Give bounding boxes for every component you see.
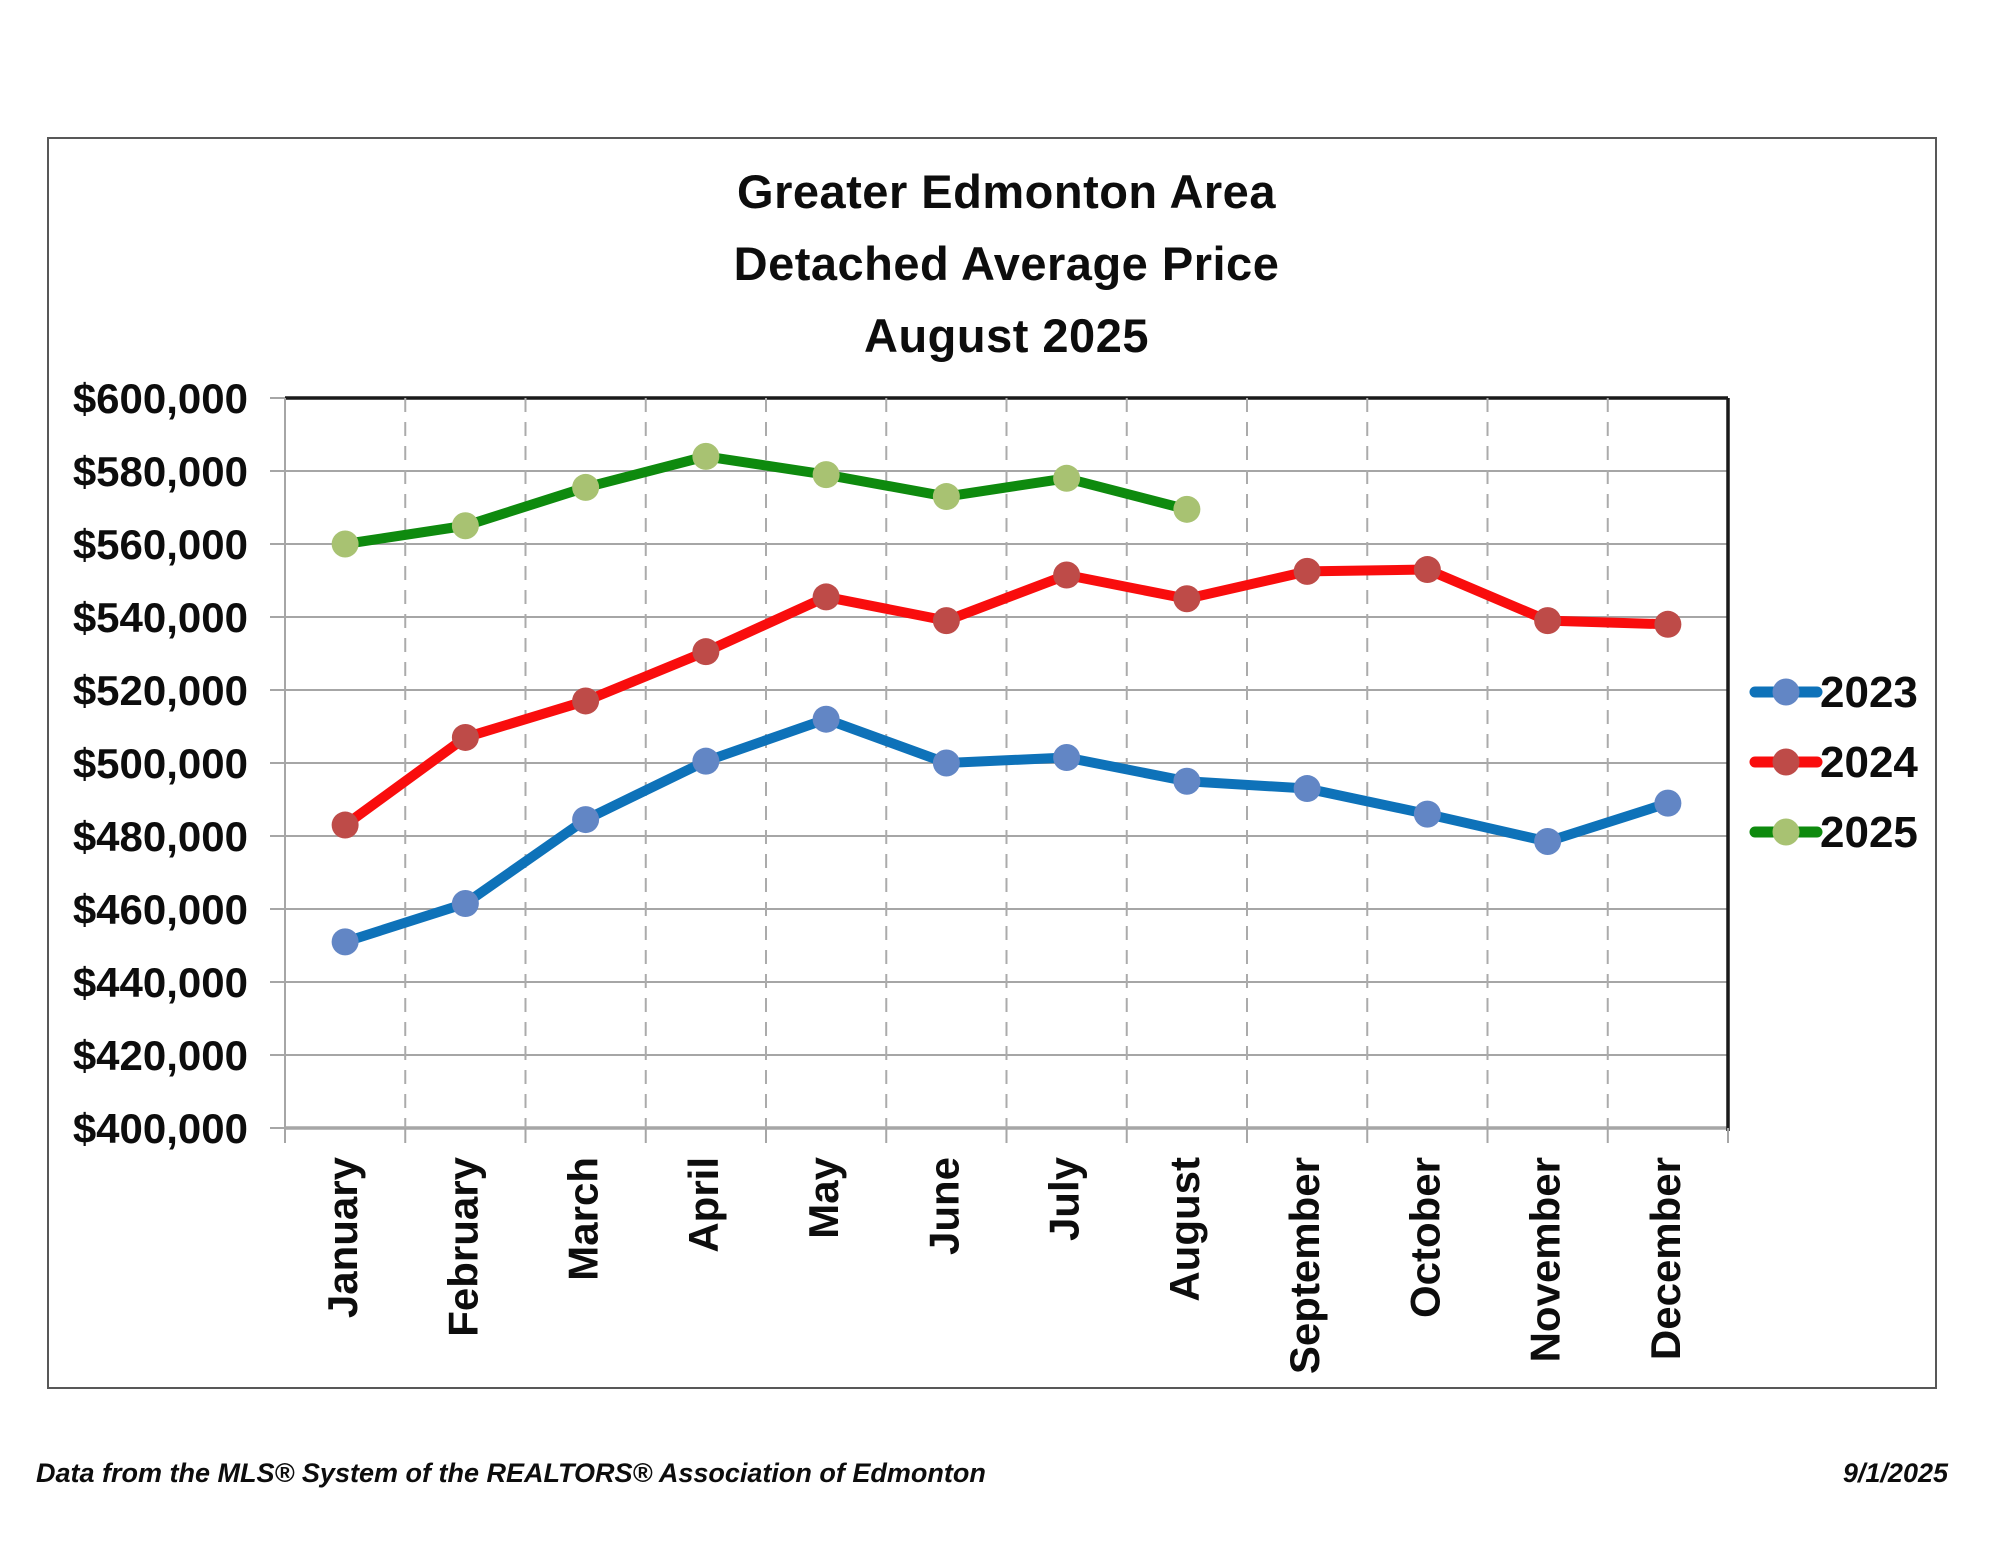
series-line-2025 xyxy=(340,451,1192,549)
series-line-2024 xyxy=(340,564,1673,831)
y-axis-label: $400,000 xyxy=(73,1105,248,1152)
data-point-2024-january xyxy=(331,811,359,839)
data-point-2024-february xyxy=(451,723,479,751)
y-axis-label: $600,000 xyxy=(73,375,248,422)
x-axis-label: November xyxy=(1522,1157,1569,1362)
source-attribution: Data from the MLS® System of the REALTOR… xyxy=(36,1458,986,1488)
data-point-2024-october xyxy=(1413,556,1441,584)
data-point-2023-december xyxy=(1654,789,1682,817)
data-point-2024-june xyxy=(932,607,960,635)
x-axis-label: March xyxy=(560,1157,607,1281)
y-axis-label: $460,000 xyxy=(73,886,248,933)
data-point-2023-march xyxy=(572,806,600,834)
data-point-2024-may xyxy=(812,583,840,611)
data-point-2023-october xyxy=(1413,800,1441,828)
chart-title-line-2: Detached Average Price xyxy=(733,237,1280,290)
legend-label-2023: 2023 xyxy=(1820,668,1918,717)
y-axis-label: $440,000 xyxy=(73,959,248,1006)
data-point-2025-march xyxy=(572,473,600,501)
data-point-2024-november xyxy=(1534,607,1562,635)
y-axis-label: $420,000 xyxy=(73,1032,248,1079)
y-axis-label: $560,000 xyxy=(73,521,248,568)
data-point-2025-august xyxy=(1173,495,1201,523)
y-axis-label: $580,000 xyxy=(73,448,248,495)
x-axis-label: June xyxy=(920,1157,967,1255)
data-point-2023-november xyxy=(1534,827,1562,855)
data-point-2023-february xyxy=(451,890,479,918)
legend-label-2025: 2025 xyxy=(1820,808,1918,857)
x-axis-label: April xyxy=(680,1157,727,1253)
y-axis-label: $520,000 xyxy=(73,667,248,714)
data-point-2023-july xyxy=(1053,744,1081,772)
data-point-2024-august xyxy=(1173,585,1201,613)
data-point-2024-september xyxy=(1293,557,1321,585)
report-date: 9/1/2025 xyxy=(1842,1458,1948,1488)
x-axis-label: December xyxy=(1642,1157,1689,1360)
data-point-2025-may xyxy=(812,461,840,489)
chart-title-line-1: Greater Edmonton Area xyxy=(737,165,1276,218)
data-point-2023-june xyxy=(932,749,960,777)
x-axis-label: October xyxy=(1401,1157,1448,1318)
data-point-2023-january xyxy=(331,928,359,956)
x-axis-label: September xyxy=(1281,1157,1328,1374)
data-point-2025-april xyxy=(692,442,720,470)
x-axis-label: February xyxy=(439,1156,486,1336)
x-axis-label: January xyxy=(319,1156,366,1318)
y-axis-label: $480,000 xyxy=(73,813,248,860)
data-point-2023-april xyxy=(692,747,720,775)
chart-title-line-3: August 2025 xyxy=(864,309,1149,362)
data-point-2025-june xyxy=(932,483,960,511)
legend-marker-2024 xyxy=(1772,748,1800,776)
data-point-2023-august xyxy=(1173,767,1201,795)
data-point-2025-july xyxy=(1053,464,1081,492)
data-point-2023-may xyxy=(812,705,840,733)
y-axis-label: $500,000 xyxy=(73,740,248,787)
data-point-2024-july xyxy=(1053,561,1081,589)
series-line-2023 xyxy=(340,714,1673,947)
legend-marker-2023 xyxy=(1772,678,1800,706)
y-axis-label: $540,000 xyxy=(73,594,248,641)
x-axis-label: August xyxy=(1161,1157,1208,1302)
data-point-2024-december xyxy=(1654,610,1682,638)
data-point-2024-march xyxy=(572,687,600,715)
x-axis-label: May xyxy=(800,1156,847,1238)
legend-marker-2025 xyxy=(1772,818,1800,846)
x-axis-label: July xyxy=(1041,1156,1088,1241)
data-point-2025-january xyxy=(331,530,359,558)
data-point-2025-february xyxy=(451,512,479,540)
data-point-2024-april xyxy=(692,638,720,666)
data-point-2023-september xyxy=(1293,775,1321,803)
legend-label-2024: 2024 xyxy=(1820,738,1918,787)
chart-title: Greater Edmonton Area Detached Average P… xyxy=(285,156,1728,372)
